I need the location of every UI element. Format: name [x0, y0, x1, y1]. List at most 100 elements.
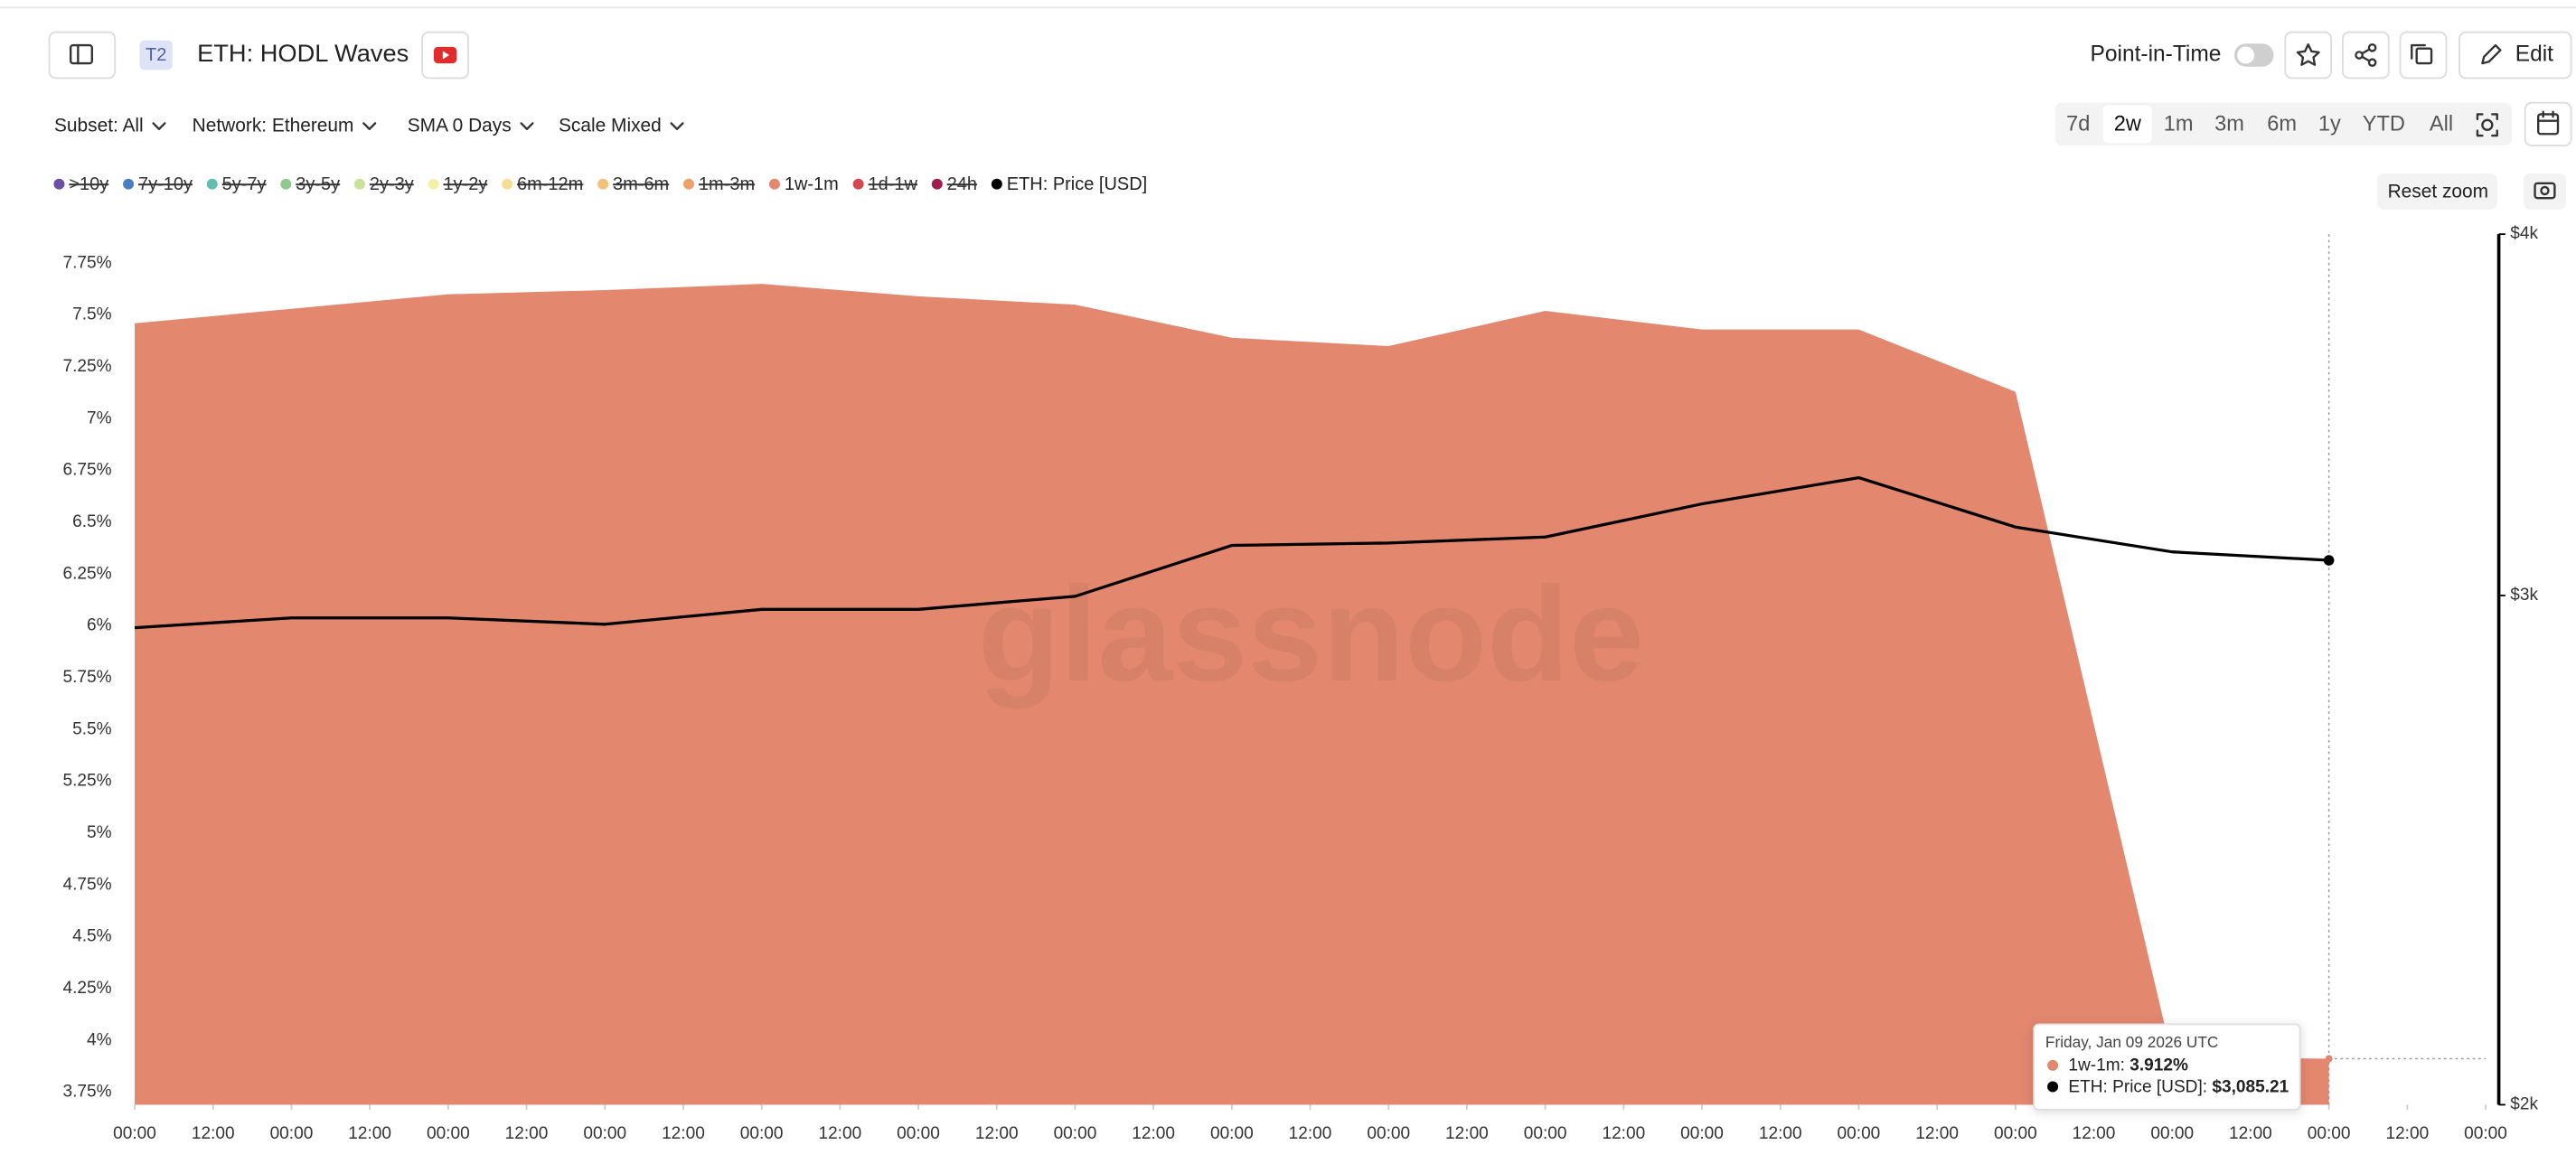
range-label[interactable]: 1y — [2318, 112, 2341, 136]
legend-label[interactable]: 1y-2y — [443, 174, 487, 194]
legend-item[interactable]: 3y-5y — [280, 174, 340, 194]
x-tick-label: 00:00 — [1680, 1124, 1724, 1143]
calendar-button[interactable] — [2524, 101, 2572, 146]
edit-label[interactable]: Edit — [2515, 42, 2553, 66]
range-active-bg[interactable] — [2102, 105, 2153, 144]
filter-label[interactable]: SMA 0 Days — [408, 116, 512, 136]
filter-label[interactable]: Scale Mixed — [559, 116, 662, 136]
filter-dropdown[interactable]: Network: Ethereum — [193, 116, 377, 136]
x-tick-label: 00:00 — [2308, 1124, 2351, 1143]
range-label[interactable]: All — [2430, 112, 2453, 136]
chevron[interactable] — [152, 122, 166, 130]
legend-label[interactable]: 1w-1m — [785, 174, 839, 194]
x-tick-label: 12:00 — [1132, 1124, 1175, 1143]
legend-swatch[interactable] — [502, 178, 513, 190]
x-tick-label: 00:00 — [2464, 1124, 2507, 1143]
legend-item[interactable]: 5y-7y — [206, 174, 267, 194]
x-tick-label: 12:00 — [1759, 1124, 1802, 1143]
y-tick-label: 5.25% — [62, 772, 111, 791]
legend-item[interactable]: >10y — [53, 174, 108, 194]
edit-button[interactable]: Edit — [2458, 31, 2572, 80]
video-button[interactable] — [421, 31, 469, 80]
range-button[interactable]: 1y — [2318, 112, 2341, 136]
tooltip: Friday, Jan 09 2026 UTC 1w-1m: 3.912% ET… — [2033, 1023, 2301, 1111]
copy-button[interactable] — [2399, 31, 2448, 80]
chevron[interactable] — [362, 122, 377, 130]
range-label[interactable]: 1m — [2164, 112, 2194, 136]
point-in-time-toggle[interactable] — [2233, 43, 2274, 67]
range-label[interactable]: 2w — [2114, 112, 2142, 136]
legend-swatch[interactable] — [428, 178, 439, 190]
range-label[interactable]: 6m — [2267, 112, 2297, 136]
range-label[interactable]: 7d — [2066, 112, 2090, 136]
legend-item[interactable]: 1m-3m — [683, 174, 755, 194]
range-button[interactable]: 3m — [2214, 112, 2244, 136]
legend-label[interactable]: 2y-3y — [370, 174, 414, 194]
zoom-select-button[interactable] — [2476, 113, 2498, 137]
line — [134, 475, 2329, 630]
legend-swatch[interactable] — [206, 178, 218, 190]
legend-item[interactable]: 24h — [931, 174, 977, 194]
legend-label[interactable]: 1m-3m — [699, 174, 755, 194]
x-tick-label: 12:00 — [2385, 1124, 2429, 1143]
legend-item[interactable]: 2y-3y — [353, 174, 414, 194]
range-label[interactable]: YTD — [2363, 112, 2405, 136]
legend-swatch[interactable] — [991, 178, 1002, 190]
legend-item[interactable]: ETH: Price [USD] — [991, 174, 1147, 194]
filter-dropdown[interactable]: SMA 0 Days — [408, 116, 534, 136]
legend-swatch[interactable] — [931, 178, 943, 190]
range-button[interactable]: YTD — [2363, 112, 2405, 136]
legend-label[interactable]: 6m-12m — [517, 174, 583, 194]
legend-item[interactable]: 6m-12m — [502, 174, 583, 194]
point-in-time-label: Point-in-Time — [2091, 42, 2222, 66]
legend-label[interactable]: >10y — [69, 174, 108, 194]
x-tick-label: 12:00 — [1915, 1124, 1959, 1143]
range-button[interactable]: 2w — [2102, 105, 2153, 144]
filter-dropdown[interactable]: Subset: All — [54, 116, 166, 136]
sidebar-toggle[interactable] — [48, 31, 117, 80]
legend-item[interactable]: 7y-10y — [123, 174, 193, 194]
chevron[interactable] — [670, 122, 684, 130]
y-tick-label: 6% — [87, 616, 112, 635]
legend-label[interactable]: 5y-7y — [222, 174, 267, 194]
x-tick-label: 00:00 — [583, 1124, 626, 1143]
legend-swatch[interactable] — [683, 178, 695, 190]
chevron[interactable] — [520, 122, 534, 130]
legend-label[interactable]: 3m-6m — [613, 174, 669, 194]
legend-swatch[interactable] — [53, 178, 65, 190]
legend-label[interactable]: ETH: Price [USD] — [1007, 174, 1147, 194]
range-button[interactable]: All — [2430, 112, 2453, 136]
legend-swatch[interactable] — [280, 178, 292, 190]
filter-label[interactable]: Subset: All — [54, 116, 144, 136]
legend-label[interactable]: 1d-1w — [869, 174, 918, 194]
legend-swatch[interactable] — [597, 178, 609, 190]
tooltip-row: ETH: Price [USD]: $3,085.21 — [2068, 1077, 2289, 1096]
legend-swatch[interactable] — [852, 178, 864, 190]
x-tick-label: 00:00 — [113, 1124, 156, 1143]
x-tick-label: 00:00 — [1994, 1124, 2037, 1143]
reset-zoom-label[interactable]: Reset zoom — [2388, 181, 2488, 202]
legend-label[interactable]: 7y-10y — [138, 174, 193, 194]
legend-item[interactable]: 1w-1m — [768, 174, 839, 194]
range-button[interactable]: 1m — [2164, 112, 2194, 136]
legend-swatch[interactable] — [353, 178, 365, 190]
filter-dropdown[interactable]: Scale Mixed — [559, 116, 684, 136]
legend-item[interactable]: 3m-6m — [597, 174, 669, 194]
screenshot-button[interactable] — [2523, 173, 2567, 210]
legend-item[interactable]: 1d-1w — [852, 174, 918, 194]
filter-label[interactable]: Network: Ethereum — [193, 116, 354, 136]
legend-label[interactable]: 24h — [947, 174, 977, 194]
legend-label[interactable]: 3y-5y — [296, 174, 340, 194]
x-tick-label: 12:00 — [2229, 1124, 2272, 1143]
reset-zoom-button[interactable]: Reset zoom — [2377, 173, 2497, 210]
range-button[interactable]: 7d — [2066, 112, 2090, 136]
share-button[interactable] — [2341, 31, 2390, 80]
favorite-button[interactable] — [2284, 31, 2333, 80]
range-label[interactable]: 3m — [2214, 112, 2244, 136]
hover-point — [2325, 1055, 2333, 1063]
legend-swatch[interactable] — [768, 178, 780, 190]
range-button[interactable]: 6m — [2267, 112, 2297, 136]
legend-swatch[interactable] — [123, 178, 135, 190]
legend-item[interactable]: 1y-2y — [428, 174, 488, 194]
